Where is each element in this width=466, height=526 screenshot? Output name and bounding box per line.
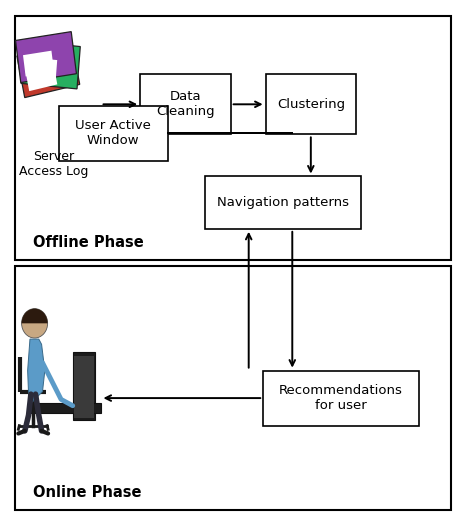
Text: Recommendations
for user: Recommendations for user: [279, 384, 403, 412]
Text: Offline Phase: Offline Phase: [33, 235, 144, 250]
Text: Online Phase: Online Phase: [33, 485, 142, 500]
Text: Server
Access Log: Server Access Log: [20, 150, 89, 178]
Wedge shape: [21, 309, 48, 323]
FancyBboxPatch shape: [27, 57, 57, 82]
Text: Clustering: Clustering: [277, 98, 345, 111]
Bar: [205, 176, 361, 229]
Text: Data
Cleaning: Data Cleaning: [156, 90, 215, 118]
Bar: [14, 16, 452, 260]
Bar: [263, 370, 419, 426]
Bar: [28, 403, 101, 412]
Bar: [59, 106, 168, 161]
Circle shape: [21, 309, 48, 338]
Bar: [140, 74, 231, 135]
Bar: [14, 266, 452, 510]
FancyBboxPatch shape: [23, 50, 54, 76]
Text: Navigation patterns: Navigation patterns: [217, 196, 349, 209]
FancyBboxPatch shape: [15, 32, 76, 83]
FancyBboxPatch shape: [25, 63, 57, 91]
Bar: [74, 356, 94, 418]
Text: User Active
Window: User Active Window: [75, 119, 151, 147]
FancyBboxPatch shape: [17, 43, 80, 98]
Polygon shape: [27, 339, 45, 402]
FancyBboxPatch shape: [21, 41, 80, 89]
Bar: [266, 74, 356, 135]
Bar: [73, 352, 95, 420]
